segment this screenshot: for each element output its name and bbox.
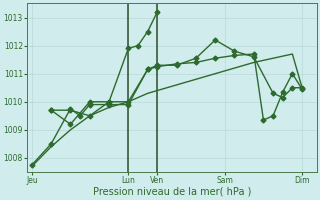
X-axis label: Pression niveau de la mer( hPa ): Pression niveau de la mer( hPa ) [92,187,251,197]
